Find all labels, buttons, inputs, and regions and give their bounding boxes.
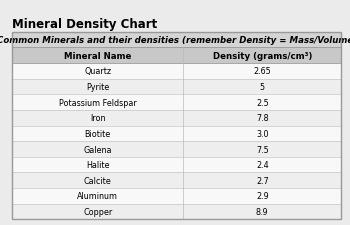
Text: Aluminum: Aluminum xyxy=(77,191,118,200)
Text: 8.9: 8.9 xyxy=(256,207,268,216)
Text: Density (grams/cm³): Density (grams/cm³) xyxy=(212,52,312,61)
Text: Calcite: Calcite xyxy=(84,176,112,185)
Text: 2.7: 2.7 xyxy=(256,176,269,185)
Text: Halite: Halite xyxy=(86,160,110,169)
Text: Quartz: Quartz xyxy=(84,67,111,76)
Text: Biotite: Biotite xyxy=(85,129,111,138)
Text: 5: 5 xyxy=(260,83,265,92)
Text: Common Minerals and their densities (remember Density = Mass/Volume): Common Minerals and their densities (rem… xyxy=(0,36,350,45)
Text: 7.8: 7.8 xyxy=(256,114,268,123)
Text: Mineral Density Chart: Mineral Density Chart xyxy=(12,17,158,30)
Text: Galena: Galena xyxy=(84,145,112,154)
Text: 2.65: 2.65 xyxy=(253,67,271,76)
Text: 2.9: 2.9 xyxy=(256,191,269,200)
Text: 2.5: 2.5 xyxy=(256,98,269,107)
Text: Iron: Iron xyxy=(90,114,106,123)
Text: 3.0: 3.0 xyxy=(256,129,268,138)
Text: Mineral Name: Mineral Name xyxy=(64,52,132,61)
Text: Pyrite: Pyrite xyxy=(86,83,110,92)
Text: Potassium Feldspar: Potassium Feldspar xyxy=(59,98,136,107)
Text: 2.4: 2.4 xyxy=(256,160,268,169)
Text: 7.5: 7.5 xyxy=(256,145,269,154)
Text: Copper: Copper xyxy=(83,207,112,216)
